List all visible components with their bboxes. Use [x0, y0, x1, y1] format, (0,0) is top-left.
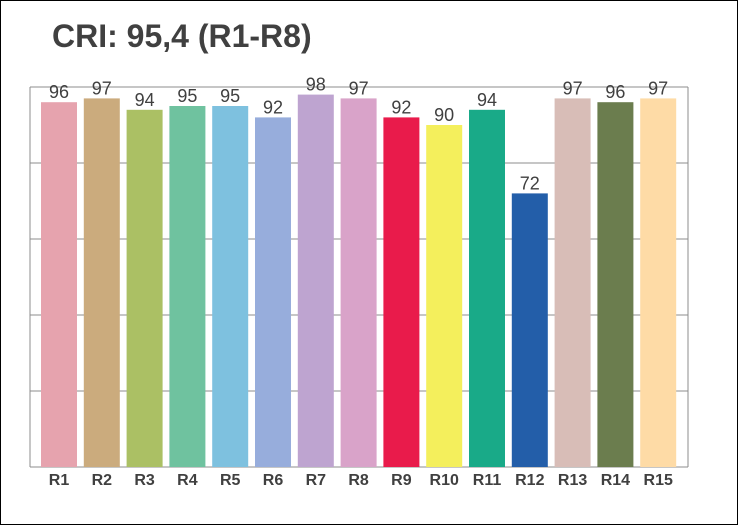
- chart-title: CRI: 95,4 (R1-R8): [52, 18, 312, 54]
- value-label: 97: [563, 78, 583, 98]
- bar-r6: [255, 117, 291, 468]
- category-label: R14: [601, 472, 630, 489]
- bar-r13: [554, 98, 591, 468]
- category-label: R1: [49, 472, 70, 489]
- bar-r1: [41, 102, 77, 467]
- category-label: R10: [430, 472, 459, 489]
- value-label: 92: [263, 97, 283, 117]
- category-label: R2: [92, 472, 113, 489]
- bar-r11: [469, 109, 505, 468]
- category-label: R4: [177, 472, 198, 489]
- bar-r5: [212, 106, 249, 467]
- bar-r2: [83, 98, 120, 468]
- category-label: R15: [644, 472, 673, 489]
- value-label: 92: [391, 97, 411, 117]
- category-label: R3: [134, 472, 155, 489]
- bar-r10: [426, 125, 463, 467]
- value-label: 95: [220, 86, 240, 106]
- bar-r12: [511, 193, 548, 467]
- category-label: R6: [263, 472, 284, 489]
- bar-r3: [126, 109, 163, 468]
- bar-r14: [597, 102, 634, 467]
- value-label: 97: [349, 78, 369, 98]
- value-label: 96: [49, 82, 69, 102]
- value-label: 97: [648, 78, 668, 98]
- value-label: 90: [434, 105, 454, 125]
- bar-r9: [383, 117, 420, 468]
- bar-r8: [340, 98, 377, 468]
- value-label: 96: [605, 82, 625, 102]
- category-label: R12: [515, 472, 544, 489]
- bar-r15: [640, 98, 677, 468]
- value-label: 97: [92, 78, 112, 98]
- bar-r4: [169, 106, 206, 467]
- value-label: 72: [520, 173, 540, 193]
- category-label: R13: [558, 472, 587, 489]
- category-label: R8: [348, 472, 369, 489]
- value-label: 98: [306, 75, 326, 95]
- value-label: 94: [477, 90, 497, 110]
- category-label: R11: [473, 472, 502, 489]
- category-label: R5: [220, 472, 241, 489]
- value-label: 95: [177, 86, 197, 106]
- category-label: R9: [391, 472, 412, 489]
- bar-r7: [297, 94, 334, 467]
- value-label: 94: [135, 90, 155, 110]
- category-label: R7: [306, 472, 327, 489]
